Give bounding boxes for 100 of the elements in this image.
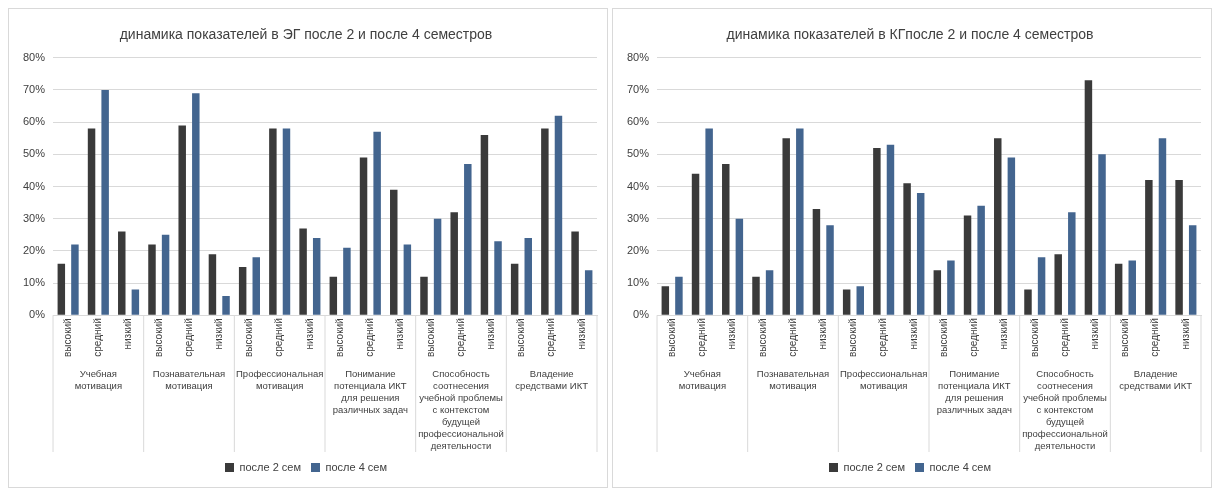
chart-title: динамика показателей в КГпосле 2 и после 4 семестров xyxy=(726,26,1094,43)
bar xyxy=(1114,263,1123,315)
bar xyxy=(282,128,291,315)
x-tick-label: средний xyxy=(968,318,980,357)
bar xyxy=(390,189,398,315)
bar xyxy=(450,212,458,315)
bar xyxy=(812,209,821,315)
bar xyxy=(765,270,774,315)
x-tick-label: средний xyxy=(454,318,466,357)
bar xyxy=(343,247,351,315)
x-tick-label: низкий xyxy=(575,318,587,350)
bar xyxy=(675,276,683,315)
x-tick-label: высокий xyxy=(515,318,527,358)
bar xyxy=(1054,254,1062,315)
bar xyxy=(208,254,217,315)
bar xyxy=(722,164,730,315)
bar xyxy=(252,257,260,315)
x-tick-label: средний xyxy=(877,318,889,357)
bar xyxy=(796,128,804,315)
y-tick-label: 50% xyxy=(22,147,46,160)
x-tick-label: средний xyxy=(786,318,798,357)
bar xyxy=(192,93,200,315)
bar xyxy=(903,183,911,315)
bar xyxy=(554,115,563,315)
x-tick-label: высокий xyxy=(424,318,436,358)
text: Профессиональная мотивация xyxy=(236,367,324,391)
bar xyxy=(118,231,126,315)
bar xyxy=(541,128,549,315)
bar xyxy=(705,128,713,315)
bar xyxy=(131,289,140,315)
bar xyxy=(510,263,519,315)
x-tick-label: средний xyxy=(273,318,285,357)
x-tick-label: высокий xyxy=(61,318,73,358)
y-tick-label: 30% xyxy=(22,211,46,224)
bar xyxy=(1007,157,1016,315)
text: Владение средствами ИКТ xyxy=(515,367,589,391)
bar xyxy=(826,225,834,315)
x-tick-label: средний xyxy=(696,318,708,357)
text: Способность соотнесения учебной проблемы с контекстом будущей профессиональной деятельности xyxy=(1022,367,1108,451)
bar xyxy=(312,238,321,315)
legend-label: после 4 сем xyxy=(325,460,388,473)
x-tick-label: средний xyxy=(182,318,194,357)
text: Познавательная мотивация xyxy=(152,367,226,391)
x-tick-label: высокий xyxy=(243,318,255,358)
y-tick-label: 0% xyxy=(633,308,650,321)
bar xyxy=(782,138,790,315)
bar xyxy=(238,267,247,315)
x-tick-label: высокий xyxy=(756,318,768,358)
bar xyxy=(403,244,412,315)
x-tick-label: низкий xyxy=(394,318,406,350)
bar xyxy=(994,138,1002,315)
bar xyxy=(571,231,579,315)
x-tick-label: высокий xyxy=(847,318,859,358)
y-tick-label: 30% xyxy=(626,211,650,224)
bar xyxy=(963,215,972,315)
bar xyxy=(1175,180,1183,315)
bar xyxy=(1145,180,1153,315)
y-tick-label: 70% xyxy=(626,83,650,96)
bar xyxy=(933,270,942,315)
x-tick-label: средний xyxy=(364,318,376,357)
bar xyxy=(433,218,442,315)
bar xyxy=(1084,80,1093,315)
bar xyxy=(1188,225,1197,315)
bar xyxy=(977,205,985,315)
x-tick-label: низкий xyxy=(907,318,919,350)
text: Владение средствами ИКТ xyxy=(1119,367,1193,391)
bar xyxy=(329,276,338,315)
bar xyxy=(856,286,864,315)
y-tick-label: 40% xyxy=(22,179,46,192)
bar xyxy=(752,276,760,315)
text: Профессиональная мотивация xyxy=(840,367,928,391)
bar xyxy=(101,89,109,315)
bar xyxy=(947,260,955,315)
x-tick-label: высокий xyxy=(937,318,949,358)
bar xyxy=(359,157,368,315)
bar xyxy=(269,128,277,315)
x-tick-label: высокий xyxy=(1028,318,1040,358)
bar xyxy=(691,173,700,315)
x-tick-label: высокий xyxy=(152,318,164,358)
bar xyxy=(886,144,895,315)
text: Учебная мотивация xyxy=(74,367,123,391)
x-tick-label: средний xyxy=(92,318,104,357)
bar xyxy=(71,244,79,315)
bar xyxy=(661,286,670,315)
bar xyxy=(420,276,428,315)
bar xyxy=(87,128,96,315)
bar xyxy=(1037,257,1046,315)
bar xyxy=(299,228,307,315)
bar xyxy=(161,234,170,315)
legend-label: после 4 сем xyxy=(929,460,992,473)
text: Способность соотнесения учебной проблемы с контекстом будущей профессиональной деятельности xyxy=(418,367,504,451)
x-tick-label: средний xyxy=(545,318,557,357)
y-tick-label: 80% xyxy=(22,50,46,63)
bar xyxy=(178,125,186,315)
legend-label: после 2 сем xyxy=(843,460,906,473)
x-tick-label: низкий xyxy=(1179,318,1191,350)
bar xyxy=(1128,260,1136,315)
y-tick-label: 0% xyxy=(29,308,46,321)
bar xyxy=(148,244,156,315)
x-tick-label: высокий xyxy=(333,318,345,358)
